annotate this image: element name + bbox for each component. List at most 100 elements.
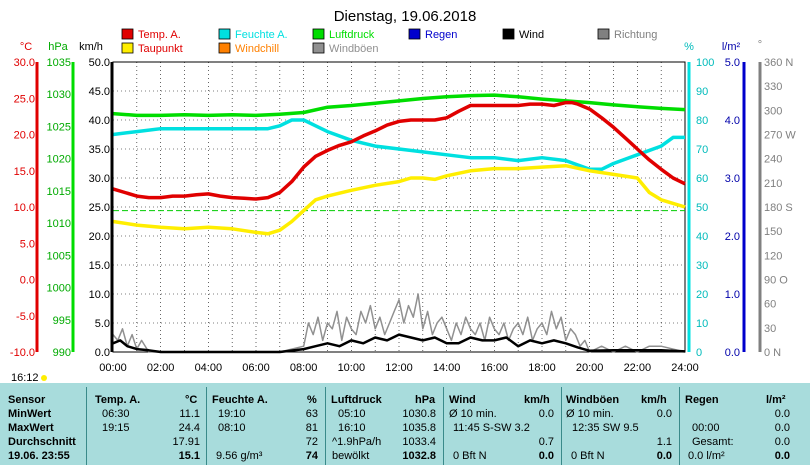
pressure-unit: hPa [415,394,436,406]
current-time-label: 16:12 [11,372,39,383]
rain-axis-tick-label: 2.0 [725,231,740,243]
pressure-min-value: 1030.8 [402,408,436,420]
pressure-min-time: 05:10 [338,408,366,420]
series-line-taupunkt [112,163,686,236]
humidity-axis-tick-label: 60 [696,173,708,185]
rain-axis-tick-label: 5.0 [725,57,740,69]
humidity-axis-tick-label: 40 [696,231,708,243]
legend-swatch [597,28,610,40]
humidity-absolute: 9.56 g/m³ [216,450,263,462]
wind-axis-tick-label: 0.0 [95,347,110,359]
pressure-axis-tick-label: 1000 [47,283,71,295]
rain-axis-tick-label: 1.0 [725,289,740,301]
pressure-axis-unit: hPa [48,41,68,53]
direction-axis-tick-label: 210 [764,178,782,190]
rain-daily: 0.0 l/m² [688,450,725,462]
row-label-current: 19.06. 23:55 [8,450,70,462]
humidity-avg-value: 72 [305,436,318,448]
gust-current-value: 0.0 [656,450,672,462]
pressure-forecast: bewölkt [332,450,370,462]
chart-grid [112,61,686,353]
legend-swatch [408,28,421,40]
pressure-axis-tick-label: 995 [53,315,71,327]
rain-total-label: Gesamt: [692,436,734,448]
temp-max-time: 19:15 [102,422,130,434]
temp-unit: °C [185,394,198,406]
rain-current-value: 0.0 [774,450,790,462]
series-line-feuchte-a- [112,118,685,172]
humidity-axis-tick-label: 10 [696,318,708,330]
legend-label: Windböen [329,43,379,55]
rain-max-time: 00:00 [692,422,720,434]
legend-swatch [218,42,231,54]
direction-axis-tick-label: 0 N [764,347,781,359]
column-divider [206,387,207,465]
legend-label: Wind [519,29,544,41]
humidity-header: Feuchte A. [212,394,268,406]
humidity-unit: % [307,394,317,406]
direction-axis-tick-label: 90 O [764,275,788,287]
wind-current-value: 0.0 [538,450,554,462]
direction-axis-tick-label: 300 [764,105,782,117]
wind-axis-tick-label: 20.0 [89,231,110,243]
humidity-current-value: 74 [305,450,318,462]
humidity-axis-tick-label: 0 [696,347,702,359]
sensor-header: Sensor [8,394,46,406]
gust-unit: km/h [641,394,667,406]
rain-axis-tick-label: 4.0 [725,115,740,127]
temp-axis-tick-label: 5.0 [20,238,35,250]
series-line-windb-en [112,293,686,353]
x-tick-label: 24:00 [671,362,699,374]
wind-axis-tick-label: 30.0 [89,173,110,185]
column-divider [561,387,562,465]
legend-swatch [312,28,325,40]
x-tick-label: 22:00 [624,362,652,374]
series-line-temp-a- [112,100,686,201]
rain-header: Regen [685,394,719,406]
gust-header: Windböen [566,394,620,406]
humidity-min-time: 19:10 [218,408,246,420]
x-tick-label: 04:00 [195,362,223,374]
pressure-avg-value: 1033.4 [402,436,436,448]
pressure-trend: ^1.9hPa/h [332,436,382,448]
direction-axis-unit: ° [758,39,762,51]
temp-axis-tick-label: -10.0 [10,347,35,359]
plot-area [112,93,686,354]
x-tick-label: 08:00 [290,362,318,374]
pressure-axis-tick-label: 1010 [47,218,71,230]
gust-avg-value: 1.1 [656,436,672,448]
temp-axis-tick-label: 15.0 [14,166,35,178]
humidity-axis-tick-label: 50 [696,202,708,214]
legend-label: Feuchte A. [235,29,288,41]
rain-total-value: 0.0 [774,436,790,448]
pressure-axis-tick-label: 1020 [47,154,71,166]
humidity-axis-tick-label: 100 [696,57,714,69]
wind-axis-tick-label: 5.0 [95,318,110,330]
temp-axis-tick-label: 0.0 [20,275,35,287]
wind-axis-tick-label: 35.0 [89,144,110,156]
x-tick-label: 12:00 [385,362,413,374]
wind-axis-tick-label: 40.0 [89,115,110,127]
column-divider [679,387,680,465]
x-tick-label: 18:00 [528,362,556,374]
column-divider [325,387,326,465]
wind-avg-value: 0.7 [538,436,554,448]
temp-axis-tick-label: -5.0 [16,311,35,323]
gust-max-info: 12:35 SW 9.5 [572,422,639,434]
humidity-min-value: 63 [305,408,318,420]
rain-axis-unit: l/m² [722,41,741,53]
direction-axis-tick-label: 180 S [764,202,793,214]
series-line-luftdruck [112,93,686,118]
chart-axes: 30.0 25.0 20.0 15.0 10.0 5.0 0.0 -5.0 -10.0 1035 1… [10,57,796,359]
direction-axis-tick-label: 150 [764,226,782,238]
chart-legend: Temp. A. Feuchte A. Luftdruck Regen Wind Rich… [121,28,657,55]
axis-units: °C hPa km/h% l/m² ° [20,39,762,53]
x-tick-label: 00:00 [99,362,127,374]
pressure-axis-tick-label: 1005 [47,250,71,262]
temp-avg-value: 17.91 [172,436,200,448]
row-label-avg: Durchschnitt [8,436,76,448]
rain-axis-tick-label: 0.0 [725,347,740,359]
column-divider [443,387,444,465]
legend-swatch [502,28,515,40]
x-tick-label: 06:00 [242,362,270,374]
